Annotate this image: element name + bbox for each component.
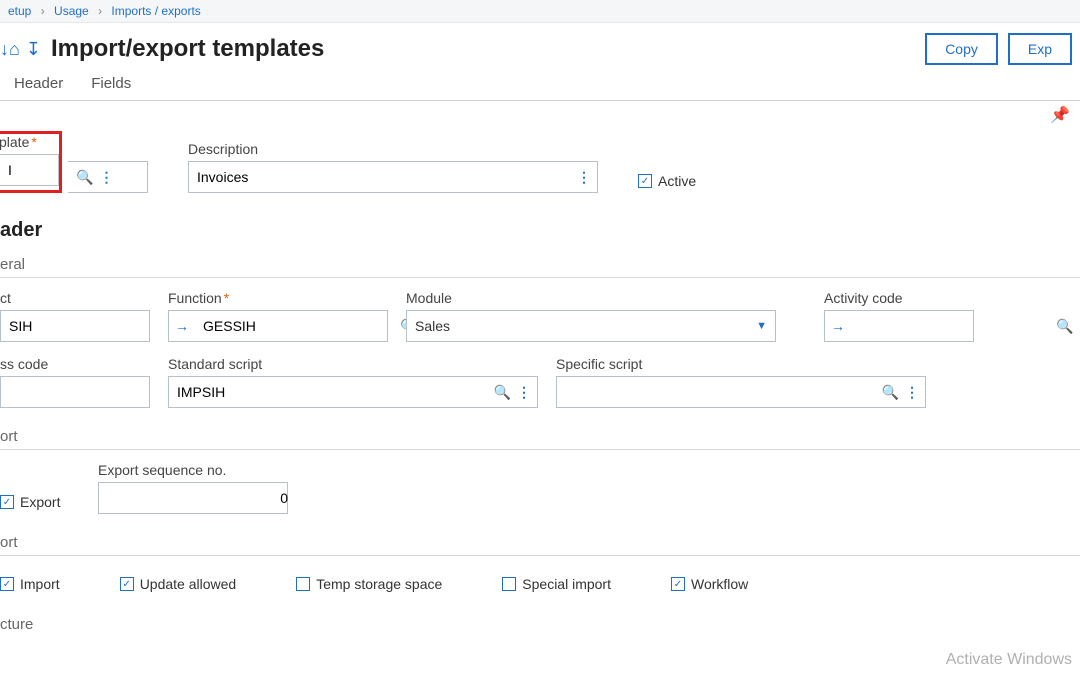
- import-label: Import: [20, 576, 60, 592]
- pin-icon[interactable]: 📌: [1050, 107, 1070, 124]
- breadcrumb: etup › Usage › Imports / exports: [0, 0, 1080, 23]
- access-label: ss code: [0, 356, 150, 372]
- specific-script-label: Specific script: [556, 356, 926, 372]
- export-seq-input[interactable]: [99, 483, 296, 513]
- temp-storage-label: Temp storage space: [316, 576, 442, 592]
- breadcrumb-usage[interactable]: Usage: [54, 4, 89, 18]
- kebab-icon[interactable]: ⋮: [99, 169, 111, 186]
- import-icon[interactable]: ↓⌂: [0, 39, 20, 60]
- search-icon[interactable]: 🔍: [494, 384, 511, 401]
- tabs: Header Fields: [0, 71, 1080, 101]
- import-checkbox[interactable]: ✓: [0, 577, 14, 591]
- workflow-checkbox[interactable]: ✓: [671, 577, 685, 591]
- update-allowed-label: Update allowed: [140, 576, 237, 592]
- search-icon[interactable]: 🔍: [1056, 318, 1073, 335]
- kebab-icon[interactable]: ⋮: [517, 384, 529, 401]
- breadcrumb-setup[interactable]: etup: [8, 4, 31, 18]
- description-label: Description: [188, 141, 598, 157]
- tab-fields[interactable]: Fields: [91, 75, 131, 92]
- subsection-general: eral: [0, 250, 1080, 278]
- search-icon[interactable]: 🔍: [882, 384, 899, 401]
- specific-script-input[interactable]: [557, 377, 874, 407]
- export-seq-label: Export sequence no.: [98, 462, 288, 478]
- chevron-right-icon: ›: [98, 4, 102, 18]
- link-arrow-icon[interactable]: →: [169, 318, 195, 334]
- update-allowed-checkbox[interactable]: ✓: [120, 577, 134, 591]
- template-label: plate*: [0, 134, 59, 150]
- special-import-checkbox[interactable]: [502, 577, 516, 591]
- kebab-icon[interactable]: ⋮: [577, 169, 589, 186]
- special-import-label: Special import: [522, 576, 611, 592]
- activity-label: Activity code: [824, 290, 974, 306]
- workflow-label: Workflow: [691, 576, 748, 592]
- download-icon[interactable]: ↧: [26, 39, 41, 60]
- copy-button[interactable]: Copy: [925, 33, 998, 65]
- template-highlight: plate*: [0, 131, 62, 193]
- export-button[interactable]: Exp: [1008, 33, 1072, 65]
- standard-script-label: Standard script: [168, 356, 538, 372]
- description-input[interactable]: [189, 162, 569, 192]
- function-label: Function*: [168, 290, 388, 306]
- standard-script-input[interactable]: [169, 377, 486, 407]
- search-icon[interactable]: 🔍: [76, 169, 93, 186]
- active-label: Active: [658, 173, 696, 189]
- kebab-icon[interactable]: ⋮: [905, 384, 917, 401]
- section-header: ader: [0, 209, 1080, 250]
- subsection-export: ort: [0, 422, 1080, 450]
- breadcrumb-imports-exports[interactable]: Imports / exports: [111, 4, 200, 18]
- module-select[interactable]: Sales ▼: [406, 310, 776, 342]
- windows-watermark: Activate Windows: [946, 651, 1072, 669]
- tab-header[interactable]: Header: [14, 75, 63, 92]
- temp-storage-checkbox[interactable]: [296, 577, 310, 591]
- subsection-structure: cture: [0, 610, 1080, 637]
- module-label: Module: [406, 290, 776, 306]
- object-label: ct: [0, 290, 150, 306]
- subsection-import: ort: [0, 528, 1080, 556]
- export-checkbox[interactable]: ✓: [0, 495, 14, 509]
- chevron-down-icon: ▼: [756, 320, 767, 332]
- export-label: Export: [20, 494, 60, 510]
- page-title: Import/export templates: [51, 35, 925, 63]
- activity-input[interactable]: [851, 311, 1048, 341]
- active-checkbox[interactable]: ✓: [638, 174, 652, 188]
- link-arrow-icon[interactable]: →: [825, 318, 851, 334]
- chevron-right-icon: ›: [41, 4, 45, 18]
- function-input[interactable]: [195, 311, 392, 341]
